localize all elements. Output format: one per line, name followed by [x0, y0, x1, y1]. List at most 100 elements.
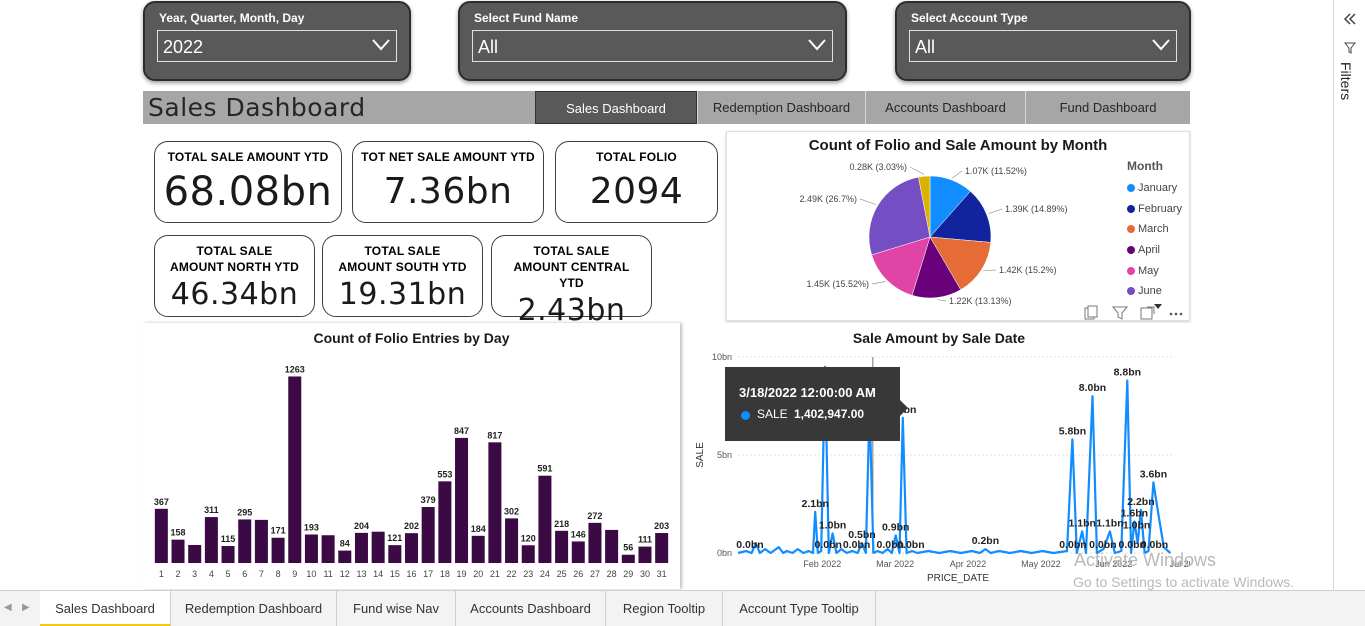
bar-data-label: 367	[154, 497, 169, 507]
pie-slice	[929, 190, 992, 243]
line-chart: 0bn 5bn 10bn SALE Feb 2022 Mar 2022 Apr 2022 Ma…	[695, 352, 1190, 584]
bar-data-label: 272	[587, 511, 602, 521]
focus-mode-icon[interactable]	[1140, 306, 1155, 320]
copy-icon[interactable]	[1084, 305, 1098, 320]
line-data-label: 0.9bn	[882, 521, 909, 533]
x-tick-label: Jul 2022	[1170, 559, 1190, 569]
nav-fund-dashboard[interactable]: Fund Dashboard	[1025, 91, 1190, 124]
bar-data-label: 56	[623, 543, 633, 553]
nav-sales-dashboard[interactable]: Sales Dashboard	[535, 91, 697, 124]
fund-slicer-dropdown[interactable]: All	[472, 30, 833, 62]
date-slicer-dropdown[interactable]: 2022	[157, 30, 397, 62]
x-tick-label: 19	[457, 569, 467, 579]
bar	[588, 522, 602, 563]
date-slicer-value: 2022	[163, 37, 204, 57]
tab-account-type-tooltip[interactable]: Account Type Tooltip	[723, 591, 876, 626]
line-data-label: 1.0bn	[819, 519, 846, 531]
pie-leader-line	[909, 166, 925, 175]
tooltip-series-dot	[741, 411, 750, 420]
bar	[655, 533, 669, 563]
legend-item[interactable]: March	[1127, 219, 1182, 240]
x-tick-label: 2	[176, 569, 181, 579]
page-tabs-bar: ◀ ▶ Sales Dashboard Redemption Dashboard…	[0, 590, 1365, 626]
pie-leader-line	[871, 281, 886, 285]
line-data-label: 1.0bn	[1123, 519, 1150, 531]
visual-header-icons	[1083, 305, 1191, 321]
bar-data-label: 1263	[285, 364, 305, 374]
bar-data-label: 193	[304, 522, 319, 532]
bar-data-label: 120	[521, 533, 536, 543]
x-tick-label: 3	[192, 569, 197, 579]
x-tick-label: 15	[390, 569, 400, 579]
x-tick-label: Feb 2022	[803, 559, 841, 569]
tab-sales-dashboard[interactable]: Sales Dashboard	[40, 591, 171, 626]
tab-accounts-dashboard[interactable]: Accounts Dashboard	[456, 591, 606, 626]
line-chart-title: Sale Amount by Sale Date	[852, 330, 1026, 346]
legend-item[interactable]: February	[1127, 199, 1182, 220]
filters-label[interactable]: Filters	[1338, 62, 1354, 101]
pie-leader-line	[937, 299, 947, 302]
tab-fund-wise-nav[interactable]: Fund wise Nav	[337, 591, 456, 626]
account-type-slicer[interactable]: Select Account Type All	[895, 1, 1191, 81]
chevron-down-icon	[808, 39, 826, 51]
page-title: Sales Dashboard	[148, 93, 366, 122]
bar-data-label: 146	[571, 529, 586, 539]
bar	[555, 530, 569, 563]
bar	[605, 529, 619, 563]
bar-data-label: 302	[504, 506, 519, 516]
bar	[521, 545, 535, 563]
bar	[304, 534, 318, 563]
bar	[154, 508, 168, 563]
tabs-scroll-right-icon[interactable]: ▶	[22, 602, 30, 613]
x-tick-label: 1	[159, 569, 164, 579]
filter-icon	[1344, 42, 1356, 54]
line-data-label: 0.0bn	[1089, 539, 1116, 551]
more-options-icon[interactable]	[1169, 312, 1183, 316]
account-type-slicer-dropdown[interactable]: All	[909, 30, 1177, 62]
pie-data-label: 1.22K (13.13%)	[949, 296, 1012, 306]
kpi-title: TOTAL SALE AMOUNT YTD	[167, 150, 329, 164]
x-tick-label: 9	[292, 569, 297, 579]
legend-item[interactable]: May	[1127, 260, 1182, 281]
pie-leader-line	[952, 170, 963, 179]
x-axis-title: PRICE_DATE	[927, 573, 989, 584]
line-data-label: 0.0bn	[736, 539, 763, 551]
bar-data-label: 295	[237, 507, 252, 517]
line-data-label: 0.0bn	[877, 539, 904, 551]
activation-watermark-title: Activate Windows	[1074, 550, 1217, 570]
legend-label: June	[1138, 285, 1162, 298]
series-line	[737, 365, 1172, 555]
pie-chart-panel[interactable]: Count of Folio and Sale Amount by Month …	[726, 131, 1190, 321]
nav-accounts-dashboard[interactable]: Accounts Dashboard	[865, 91, 1025, 124]
pie-data-label: 1.39K (14.89%)	[1005, 204, 1068, 214]
legend-label: January	[1138, 182, 1178, 195]
filters-pane[interactable]: Filters	[1333, 0, 1365, 590]
account-type-slicer-label: Select Account Type	[911, 11, 1028, 25]
bar-chart-panel[interactable]: Count of Folio Entries by Day 367 1 158 2 3 3…	[143, 323, 680, 589]
bar-data-label: 311	[204, 505, 219, 515]
x-tick-label: 24	[540, 569, 550, 579]
legend-item[interactable]: June	[1127, 281, 1182, 302]
bar-data-label: 171	[271, 526, 286, 536]
x-tick-label: 17	[423, 569, 433, 579]
legend-item[interactable]: January	[1127, 178, 1182, 199]
nav-redemption-dashboard[interactable]: Redemption Dashboard	[697, 91, 865, 124]
x-tick-label: 22	[507, 569, 517, 579]
tabs-scroll-left-icon[interactable]: ◀	[4, 602, 12, 613]
legend-marker	[1127, 184, 1135, 193]
x-tick-label: 16	[406, 569, 416, 579]
pie-data-label: 1.45K (15.52%)	[806, 279, 869, 289]
kpi-value: 46.34bn	[170, 277, 299, 312]
date-slicer[interactable]: Year, Quarter, Month, Day 2022	[143, 1, 411, 81]
kpi-title: TOT NET SALE AMOUNT YTD	[361, 150, 535, 164]
filter-icon[interactable]	[1111, 306, 1129, 320]
fund-slicer-value: All	[478, 37, 499, 57]
fund-slicer[interactable]: Select Fund Name All	[458, 1, 847, 81]
bar	[254, 519, 268, 563]
collapse-chevrons-icon[interactable]	[1343, 12, 1357, 26]
line-chart-panel[interactable]: Sale Amount by Sale Date 0bn 5bn 10bn SALE F…	[688, 323, 1190, 589]
x-tick-label: 25	[557, 569, 567, 579]
tab-region-tooltip[interactable]: Region Tooltip	[606, 591, 723, 626]
legend-item[interactable]: April	[1127, 240, 1182, 261]
tab-redemption-dashboard[interactable]: Redemption Dashboard	[171, 591, 337, 626]
